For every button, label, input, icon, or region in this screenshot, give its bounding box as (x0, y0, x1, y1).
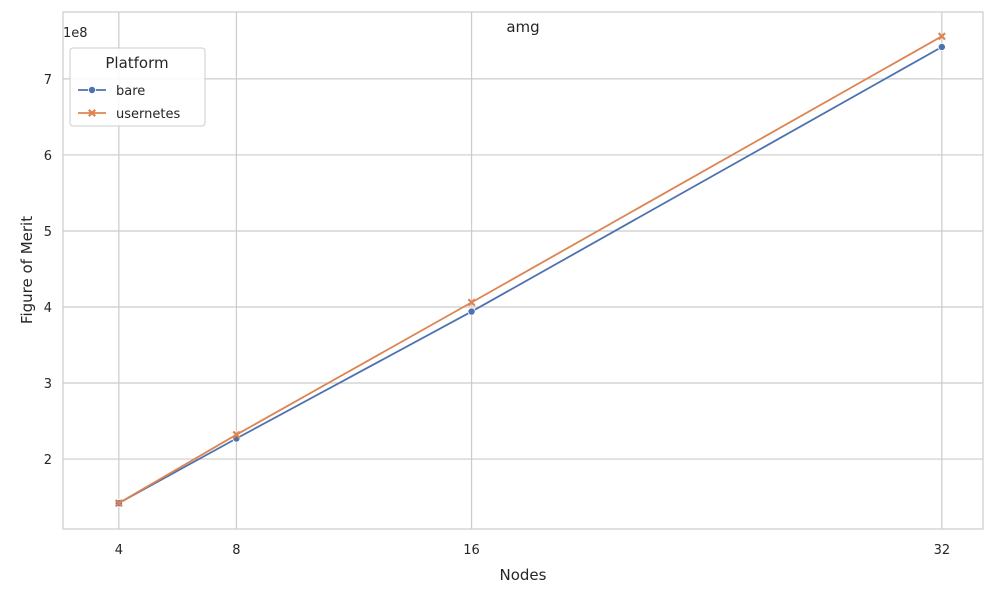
data-point-usernetes-stroke-b (232, 430, 241, 439)
legend-marker-usernetes-stroke-b (88, 109, 96, 117)
legend-label-usernetes: usernetes (116, 107, 180, 122)
plot-frame (62, 11, 984, 530)
x-tick-label: 4 (115, 543, 123, 558)
y-tick-label: 3 (44, 377, 52, 392)
grid-lines (63, 12, 983, 529)
legend-item-bare: bare (78, 84, 145, 99)
series-usernetes (114, 32, 946, 508)
legend-marker-bare (88, 86, 97, 95)
x-axis-ticks: 4 8 16 32 (115, 543, 950, 558)
data-point-usernetes (467, 298, 476, 307)
chart-title: amg (506, 18, 539, 36)
y-tick-label: 5 (44, 225, 52, 240)
data-point-usernetes (232, 430, 241, 439)
plot-area (63, 12, 983, 529)
y-tick-label: 2 (44, 453, 52, 468)
series-line-bare (118, 46, 943, 504)
x-tick-label: 8 (232, 543, 240, 558)
legend-item-usernetes: usernetes (78, 107, 180, 122)
x-tick-label: 16 (463, 543, 480, 558)
y-axis-ticks: 2 3 4 5 6 7 (44, 73, 52, 468)
y-axis-label: Figure of Merit (18, 216, 36, 324)
data-point-usernetes (937, 32, 946, 41)
y-tick-label: 6 (44, 149, 52, 164)
y-tick-label: 4 (44, 301, 52, 316)
legend-title: Platform (105, 54, 168, 72)
series-line-usernetes (118, 35, 943, 504)
x-tick-label: 32 (934, 543, 951, 558)
data-point-usernetes-stroke-b (467, 298, 476, 307)
legend-items: bare usernetes (78, 84, 180, 122)
data-point-bare (937, 42, 946, 51)
data-point-usernetes-stroke-b (937, 32, 946, 41)
data-point-bare (467, 307, 476, 316)
data-point-usernetes (114, 499, 123, 508)
x-axis-label: Nodes (500, 566, 547, 584)
y-offset-label: 1e8 (63, 26, 88, 41)
y-tick-label: 7 (44, 73, 52, 88)
legend-box (69, 47, 206, 127)
series-layer (114, 32, 946, 508)
legend-label-bare: bare (116, 84, 145, 99)
legend-marker-usernetes (88, 109, 96, 117)
legend: Platform bare usernetes (69, 47, 206, 127)
data-point-usernetes-stroke-b (114, 499, 123, 508)
